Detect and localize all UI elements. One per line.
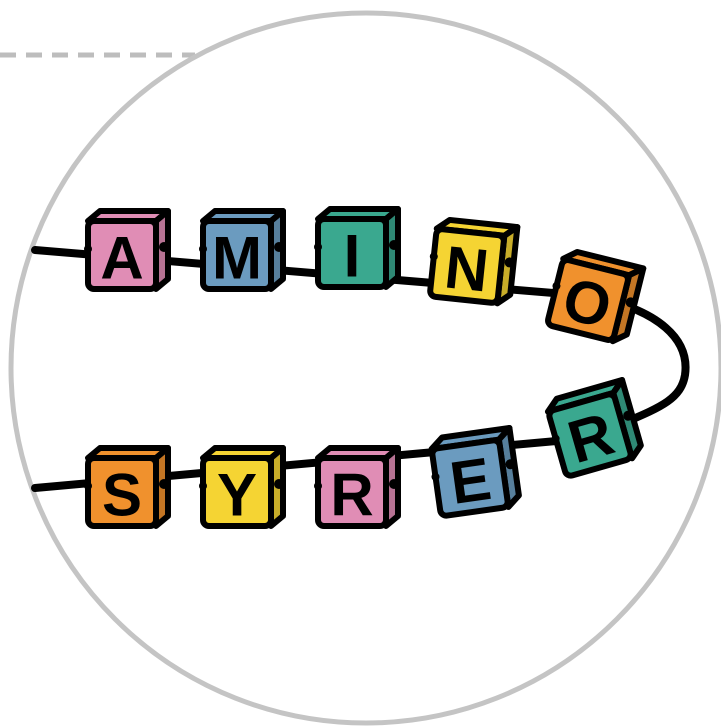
string-knot — [274, 242, 284, 252]
letter-block: Y — [199, 448, 284, 529]
string-knot — [159, 479, 169, 489]
string-knot — [199, 482, 207, 490]
page: {"blocks": {"top": ["A", "M", "I", "N", … — [0, 0, 721, 727]
letter-block: S — [84, 448, 169, 529]
illustration: AMINOSYRER — [0, 0, 721, 727]
string-knot — [314, 482, 322, 490]
string-knot — [84, 245, 92, 253]
block-letter: N — [442, 233, 492, 304]
string-knot — [389, 479, 399, 489]
letter-block: M — [199, 211, 284, 292]
letter-block: R — [314, 448, 399, 529]
letter-block: E — [426, 428, 521, 520]
block-letter: I — [344, 223, 361, 290]
circle-frame — [11, 13, 721, 723]
string-knot — [84, 482, 92, 490]
string-knot — [314, 243, 322, 251]
string-knot — [389, 240, 399, 250]
letter-block: I — [314, 209, 399, 290]
letter-block: A — [84, 211, 169, 292]
string-knot — [274, 479, 284, 489]
string-knot — [159, 242, 169, 252]
block-letter: Y — [217, 462, 257, 529]
block-letter: R — [330, 462, 373, 529]
block-letter: A — [100, 225, 143, 292]
block-letter: S — [102, 462, 142, 529]
letter-block: N — [425, 218, 518, 307]
string-knot — [199, 245, 207, 253]
block-letter: M — [212, 225, 262, 292]
